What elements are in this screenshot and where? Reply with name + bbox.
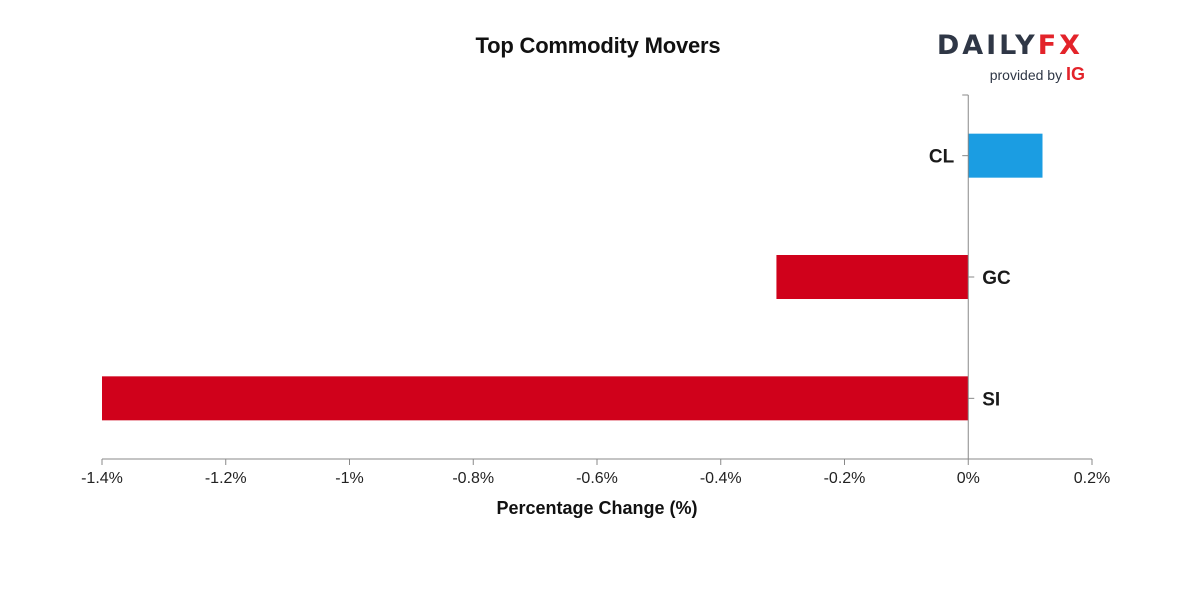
bar-si — [102, 376, 969, 421]
logo-daily-text: DAILY — [936, 30, 1038, 61]
category-label-gc: GC — [982, 268, 1011, 289]
logo-provided-by-text: provided by — [989, 67, 1063, 83]
x-tick-label: -0.2% — [824, 470, 866, 487]
x-tick-label: -0.8% — [452, 470, 494, 487]
category-label-si: SI — [982, 389, 1000, 410]
bar-cl — [968, 133, 1043, 178]
dailyfx-logo: DAILYFX provided by IG — [925, 30, 1095, 86]
x-tick-label: 0% — [957, 470, 980, 487]
bar-gc — [776, 255, 969, 299]
chart-title: Top Commodity Movers — [475, 33, 721, 58]
logo-wordmark: DAILYFX — [937, 30, 1083, 61]
x-tick-label: -1% — [335, 470, 363, 487]
category-label-cl: CL — [929, 147, 955, 168]
x-tick-label: -1.4% — [81, 470, 123, 487]
x-tick-label: -1.2% — [205, 470, 247, 487]
logo-ig-text: IG — [1065, 64, 1085, 84]
x-tick-label: -0.6% — [576, 470, 618, 487]
logo-fx-text: FX — [1037, 30, 1083, 61]
x-tick-label: 0.2% — [1074, 470, 1110, 487]
logo-provided-by: provided by IG — [990, 64, 1085, 85]
x-axis-label: Percentage Change (%) — [496, 498, 697, 518]
x-tick-label: -0.4% — [700, 470, 742, 487]
